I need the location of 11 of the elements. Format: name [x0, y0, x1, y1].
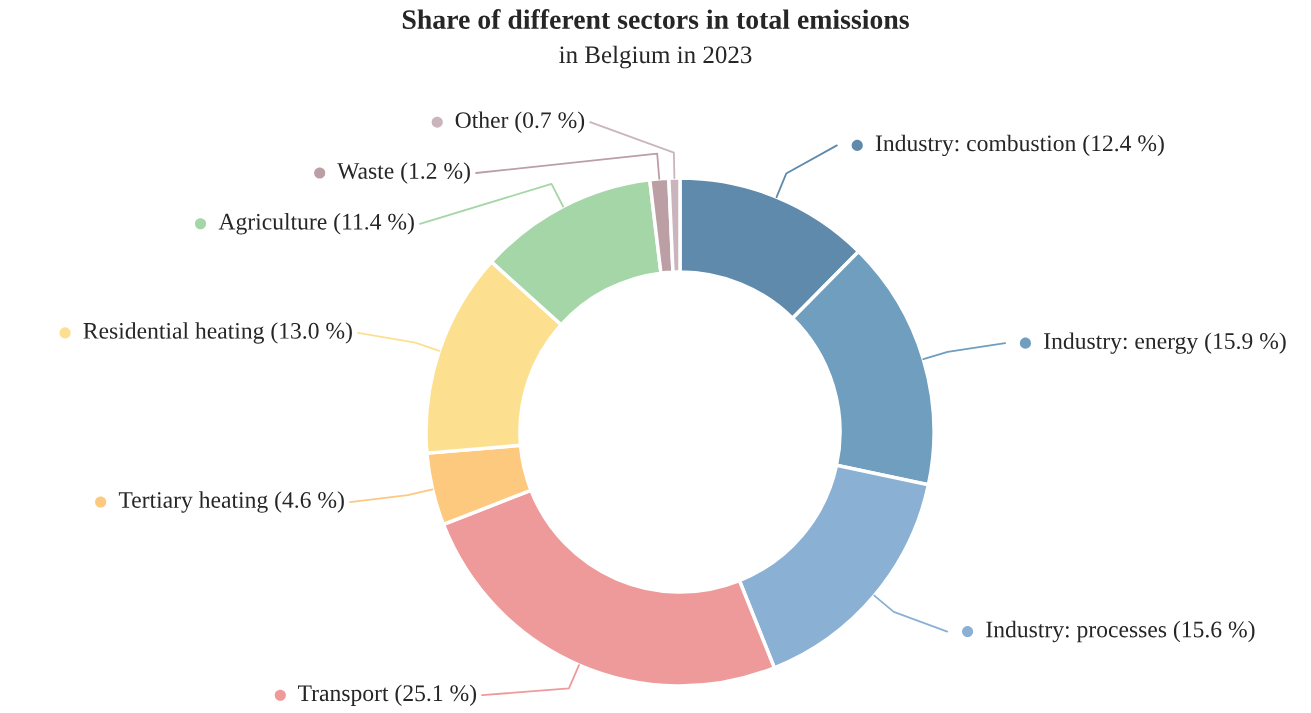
legend-label: Transport (25.1 %) [298, 684, 477, 706]
legend-label: Industry: processes (15.6 %) [986, 620, 1255, 643]
chart-subtitle: in Belgium in 2023 [559, 45, 752, 69]
legend-label: Other (0.7 %) [455, 111, 585, 133]
legend-label: Waste (1.2 %) [337, 162, 470, 184]
legend-label: Tertiary heating (4.6 %) [118, 491, 344, 513]
legend-label: Residential heating (13.0 %) [83, 322, 352, 344]
legend-label: Industry: combustion (12.4 %) [875, 134, 1164, 157]
legend-label: Industry: energy (15.9 %) [1044, 332, 1286, 354]
legend-label: Agriculture (11.4 %) [218, 213, 414, 235]
chart-title: Share of different sectors in total emissions [402, 9, 909, 29]
